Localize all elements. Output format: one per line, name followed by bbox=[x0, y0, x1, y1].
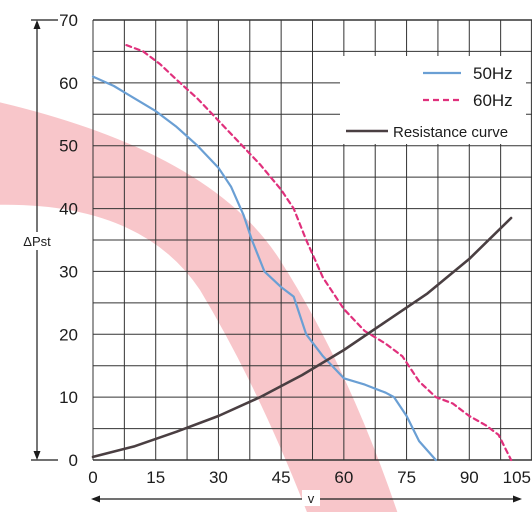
y-tick-label: 30 bbox=[59, 262, 78, 281]
series-line-resistance-curve bbox=[91, 216, 513, 459]
x-tick-label: 75 bbox=[397, 468, 416, 487]
x-tick-label: 0 bbox=[88, 468, 97, 487]
y-axis-label: ΔPst bbox=[23, 234, 51, 249]
x-tick-label: 45 bbox=[272, 468, 291, 487]
highlight-band bbox=[0, 102, 398, 512]
series-line-50hz bbox=[91, 75, 437, 462]
y-tick-label: 0 bbox=[69, 451, 78, 470]
series-line-60hz bbox=[125, 44, 513, 462]
legend-label-60hz: 60Hz bbox=[473, 91, 513, 110]
y-tick-label: 40 bbox=[59, 200, 78, 219]
legend-label-resistance: Resistance curve bbox=[393, 124, 508, 141]
y-label-mask bbox=[18, 232, 58, 250]
series-layer bbox=[91, 44, 513, 462]
x-tick-labels: 0 15 30 45 60 75 90 105 bbox=[88, 468, 531, 487]
x-tick-label: 15 bbox=[146, 468, 165, 487]
x-tick-label: 90 bbox=[460, 468, 479, 487]
y-tick-label: 20 bbox=[59, 325, 78, 344]
y-tick-labels: 0 10 20 30 40 50 60 70 bbox=[59, 11, 78, 470]
x-axis-label: v bbox=[308, 491, 315, 506]
legend-label-50hz: 50Hz bbox=[473, 64, 513, 83]
x-label-mask bbox=[302, 490, 320, 506]
y-tick-label: 10 bbox=[59, 388, 78, 407]
y-tick-label: 60 bbox=[59, 74, 78, 93]
x-tick-label: 30 bbox=[209, 468, 228, 487]
x-tick-label: 60 bbox=[334, 468, 353, 487]
x-tick-label: 105 bbox=[503, 468, 531, 487]
y-tick-label: 70 bbox=[59, 11, 78, 30]
legend: 50Hz 60Hz Resistance curve bbox=[340, 56, 526, 144]
y-tick-label: 50 bbox=[59, 137, 78, 156]
